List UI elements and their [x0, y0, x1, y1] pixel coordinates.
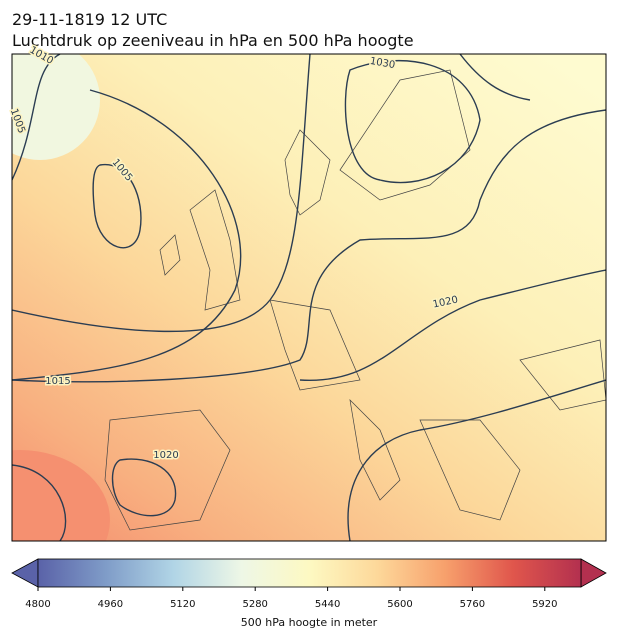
colorbar-tick-label: 4960 — [98, 599, 123, 610]
colorbar: 4800 4960 5120 5280 5440 5600 5760 5920 500 hPa … — [11, 558, 607, 629]
colorbar-body — [37, 558, 582, 588]
colorbar-tick-label: 5120 — [170, 599, 195, 610]
map-frame — [11, 53, 607, 542]
isobar — [299, 269, 606, 381]
isobar — [12, 54, 311, 333]
isobar — [12, 379, 606, 541]
colorbar-tick-label: 5440 — [315, 599, 340, 610]
cool-area — [12, 54, 100, 160]
colorbar-extend-high — [580, 558, 607, 588]
title-line1: 29-11-1819 12 UTC — [12, 10, 167, 29]
title-line2: Luchtdruk op zeeniveau in hPa en 500 hPa… — [12, 31, 414, 50]
colorbar-label: 500 hPa hoogte in meter — [241, 616, 378, 629]
isobar — [344, 59, 481, 184]
colorbar-tick-label: 5920 — [532, 599, 557, 610]
map-background — [12, 54, 606, 541]
isobar-label: 1015 — [45, 376, 70, 387]
isobar — [92, 164, 142, 249]
coastline — [104, 69, 606, 531]
map — [12, 54, 606, 541]
isobar — [12, 54, 606, 383]
colorbar-extend-low — [11, 558, 39, 588]
isobar-label: 1020 — [153, 450, 178, 461]
colorbar-tick-label: 4800 — [25, 599, 50, 610]
colorbar-tick-label: 5760 — [460, 599, 485, 610]
isobar — [12, 54, 242, 381]
colorbar-tick-label: 5600 — [387, 599, 412, 610]
colorbar-tick-label: 5280 — [242, 599, 267, 610]
